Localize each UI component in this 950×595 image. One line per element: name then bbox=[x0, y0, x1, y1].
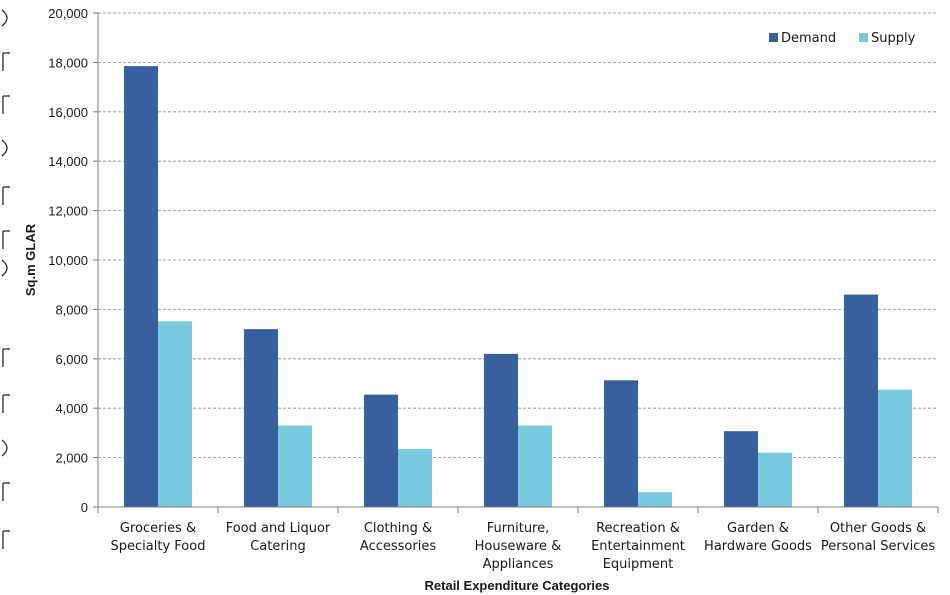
bar-demand-5 bbox=[724, 431, 758, 507]
gridlines bbox=[98, 12, 938, 459]
bar-demand-6 bbox=[844, 294, 878, 507]
x-category-label: Recreation & bbox=[596, 521, 680, 536]
edge-fragment bbox=[2, 482, 10, 501]
edge-fragment bbox=[1, 259, 8, 277]
edge-fragment bbox=[2, 530, 10, 549]
x-category-label: Other Goods & bbox=[830, 521, 926, 536]
y-axis-ticks: 0 2,000 4,000 6,000 8,000 10,000 12,000 14,000 1… bbox=[48, 6, 98, 515]
y-tick-label: 2,000 bbox=[55, 451, 88, 466]
x-category-label: Garden & bbox=[727, 521, 789, 536]
x-category-label: Groceries & bbox=[120, 521, 196, 536]
y-tick-label: 6,000 bbox=[55, 352, 88, 367]
y-tick-label: 8,000 bbox=[55, 302, 88, 317]
y-tick-label: 14,000 bbox=[48, 154, 88, 169]
x-axis-categories: Groceries & Specialty Food Food and Liquor… bbox=[111, 521, 936, 572]
x-category-label: Clothing & bbox=[364, 521, 432, 536]
y-tick-label: 16,000 bbox=[48, 105, 88, 120]
y-tick-label: 20,000 bbox=[48, 6, 88, 21]
y-tick-label: 0 bbox=[81, 500, 88, 515]
legend-label-supply: Supply bbox=[871, 31, 916, 46]
y-tick-label: 12,000 bbox=[48, 204, 88, 219]
x-axis-title: Retail Expenditure Categories bbox=[425, 578, 610, 593]
y-axis-title: Sq.m GLAR bbox=[23, 223, 38, 296]
x-category-label: Furniture, bbox=[487, 521, 550, 536]
bar-demand-1 bbox=[244, 329, 278, 507]
y-tick-label: 10,000 bbox=[48, 253, 88, 268]
y-tick-label: 18,000 bbox=[48, 55, 88, 70]
x-category-label: Personal Services bbox=[821, 539, 935, 554]
x-category-label: Catering bbox=[250, 539, 306, 554]
legend-swatch-supply bbox=[859, 33, 868, 42]
edge-fragment bbox=[2, 186, 10, 205]
bar-demand-4 bbox=[604, 380, 638, 507]
bar-supply-4 bbox=[638, 492, 672, 507]
edge-fragment bbox=[2, 348, 10, 367]
y-tick-label: 4,000 bbox=[55, 401, 88, 416]
bar-demand-3 bbox=[484, 353, 518, 507]
legend-swatch-demand bbox=[769, 33, 778, 42]
edge-fragment bbox=[2, 230, 10, 249]
cropped-edge-text bbox=[1, 9, 10, 549]
x-category-label: Appliances bbox=[483, 557, 554, 572]
x-category-label: Entertainment bbox=[591, 539, 685, 554]
edge-fragment bbox=[2, 95, 10, 114]
x-category-label: Hardware Goods bbox=[704, 539, 812, 554]
x-category-label: Food and Liquor bbox=[226, 521, 331, 536]
x-category-label: Equipment bbox=[603, 557, 674, 572]
bar-supply-3 bbox=[518, 425, 552, 507]
bars bbox=[124, 66, 912, 507]
bar-demand-2 bbox=[364, 394, 398, 507]
legend-label-demand: Demand bbox=[781, 31, 836, 46]
bar-supply-6 bbox=[878, 389, 912, 507]
x-category-label: Houseware & bbox=[475, 539, 562, 554]
x-category-label: Accessories bbox=[360, 539, 436, 554]
edge-fragment bbox=[2, 394, 10, 413]
bar-supply-5 bbox=[758, 452, 792, 507]
axes bbox=[97, 13, 939, 513]
legend: Demand Supply bbox=[769, 31, 916, 46]
bar-supply-0 bbox=[158, 321, 192, 507]
edge-fragment bbox=[1, 439, 8, 457]
bar-demand-0 bbox=[124, 66, 158, 507]
bar-supply-1 bbox=[278, 425, 312, 507]
edge-fragment bbox=[1, 9, 8, 27]
bar-supply-2 bbox=[398, 448, 432, 507]
x-category-label: Specialty Food bbox=[111, 539, 206, 554]
edge-fragment bbox=[1, 139, 8, 157]
edge-fragment bbox=[2, 52, 10, 71]
